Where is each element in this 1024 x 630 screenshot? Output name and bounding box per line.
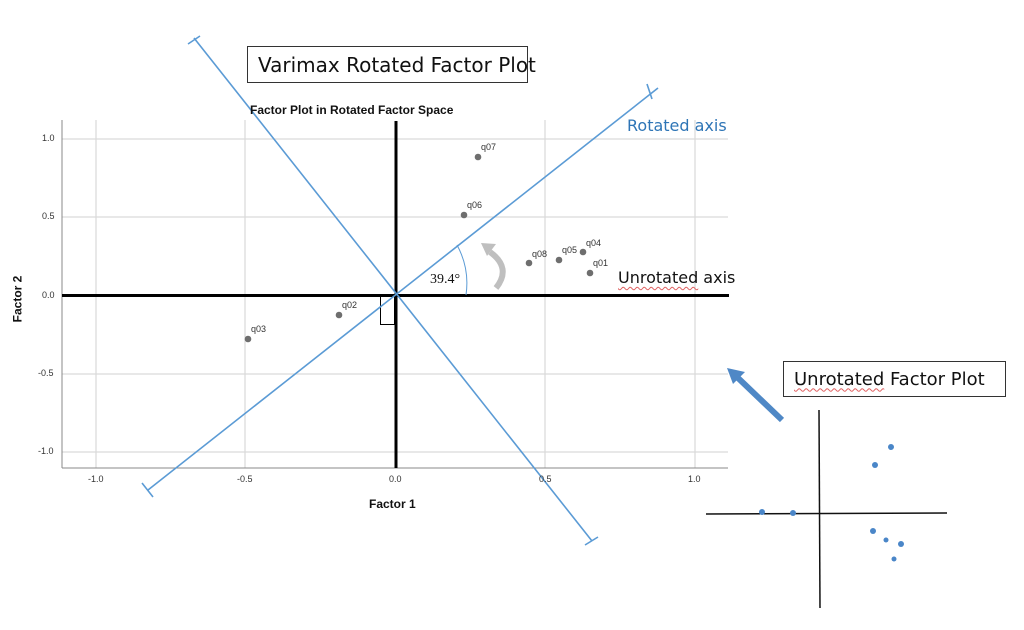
x-tick: 0.5 — [539, 474, 552, 484]
y-tick: 0.5 — [42, 211, 55, 221]
right-angle-marker — [380, 296, 395, 325]
y-axis-title: Factor 2 — [10, 275, 25, 323]
inset-unrotated-plot — [705, 409, 948, 609]
x-tick: 0.0 — [389, 474, 402, 484]
point-label: q06 — [467, 200, 483, 210]
point-q06 — [460, 211, 468, 219]
point-label: q08 — [532, 249, 548, 259]
rotation-angle-label: 39.4° — [430, 272, 461, 287]
point-label: q05 — [562, 245, 578, 255]
x-tick: 1.0 — [688, 474, 701, 484]
point-label: q07 — [481, 142, 497, 152]
chart-title: Factor Plot in Rotated Factor Space — [250, 103, 454, 117]
unrotated-title-word: Unrotated — [794, 368, 885, 390]
point-q08 — [525, 259, 533, 267]
point-q01 — [586, 269, 594, 277]
rotated-axes — [141, 35, 659, 546]
x-tick: -0.5 — [237, 474, 253, 484]
rotated-axis-label: Rotated axis — [627, 116, 727, 135]
point-q03 — [244, 335, 252, 343]
varimax-title: Varimax Rotated Factor Plot — [258, 52, 536, 77]
pointer-arrow-icon — [727, 368, 785, 423]
point-label: q02 — [342, 300, 358, 310]
y-tick: 0.0 — [42, 290, 55, 300]
unrotated-title-rest: Factor Plot — [884, 368, 985, 390]
point-q04 — [579, 248, 587, 256]
data-points — [244, 153, 594, 343]
x-axis-title: Factor 1 — [369, 497, 416, 511]
unrotated-axis-rest: axis — [698, 268, 736, 287]
x-tick: -1.0 — [88, 474, 104, 484]
point-q05 — [555, 256, 563, 264]
y-tick: -1.0 — [38, 446, 54, 456]
angle-arc — [456, 244, 468, 296]
curved-rotation-arrow-icon — [481, 243, 506, 290]
unrotated-title-box: Unrotated Factor Plot — [783, 361, 1006, 397]
unrotated-axis-word: Unrotated — [618, 268, 699, 287]
point-q02 — [335, 311, 343, 319]
y-tick: -0.5 — [38, 368, 54, 378]
point-q07 — [474, 153, 482, 161]
unrotated-axis-label: Unrotated axis — [618, 268, 735, 287]
point-label: q04 — [586, 238, 602, 248]
y-tick: 1.0 — [42, 133, 55, 143]
varimax-title-box: Varimax Rotated Factor Plot — [247, 46, 536, 83]
point-label: q01 — [593, 258, 609, 268]
point-label: q03 — [251, 324, 267, 334]
